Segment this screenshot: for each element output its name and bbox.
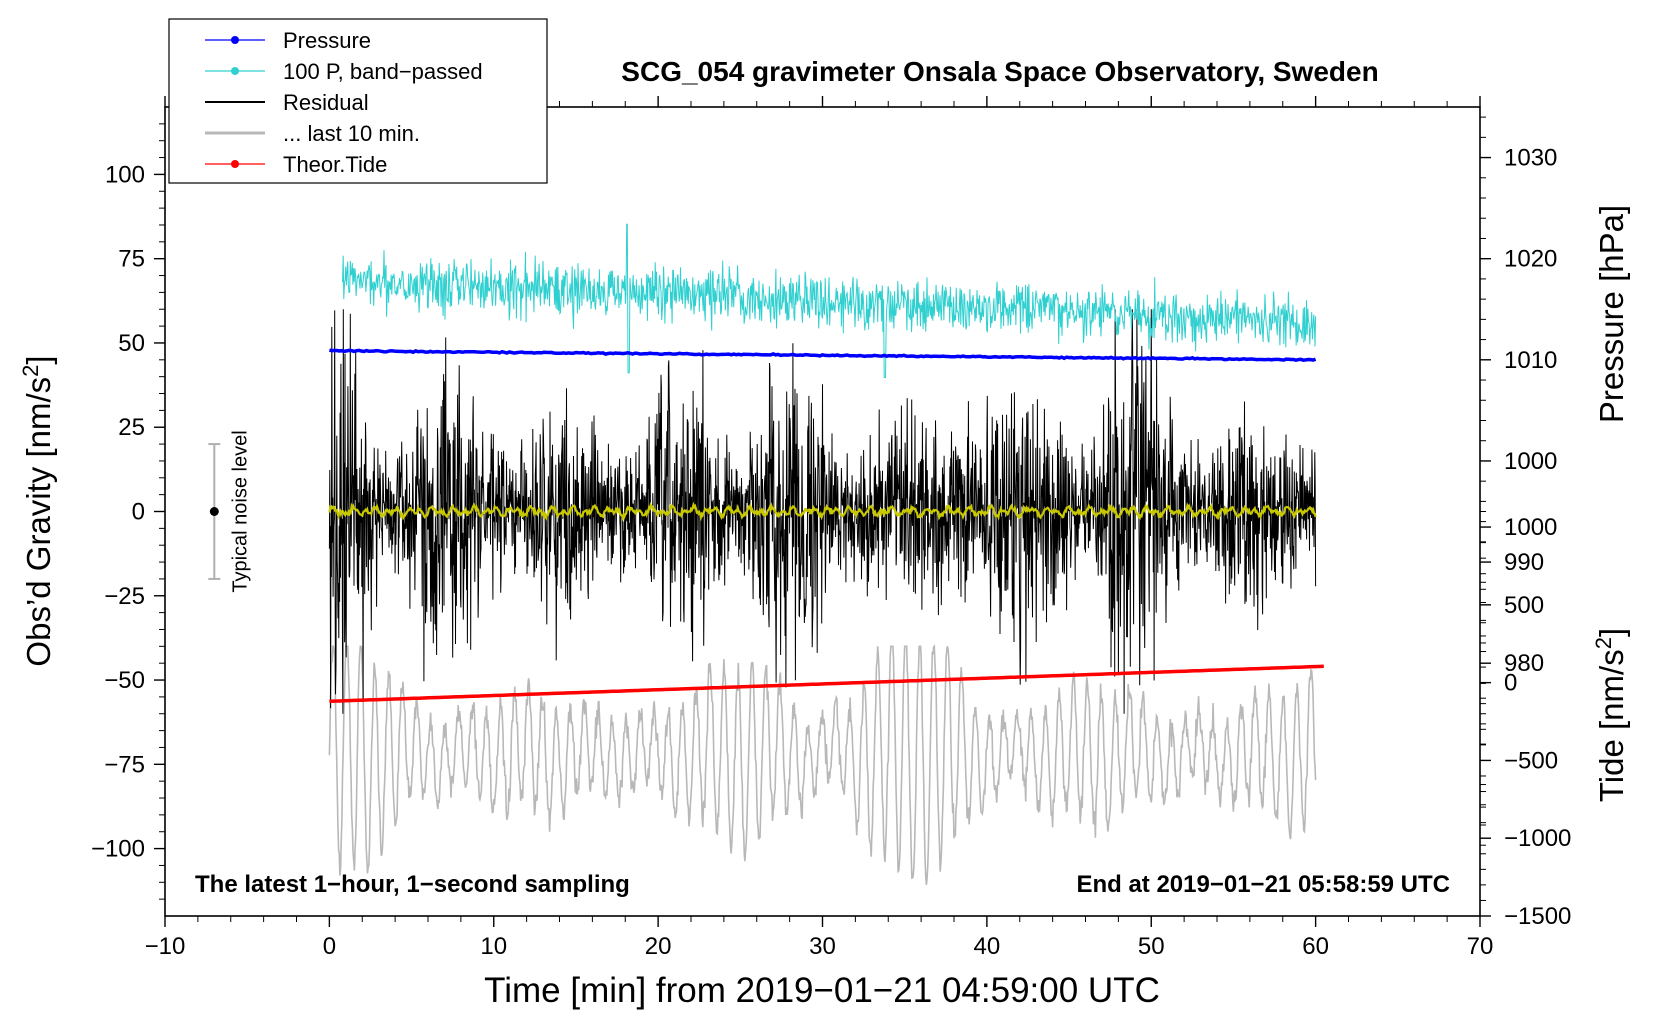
axes-layer: −10 0 10 20 30 40 50 60 70−100−75−50−25025507510… (91, 96, 1571, 960)
y-left-tick-label: −75 (104, 751, 145, 778)
legend-marker-pressure (231, 36, 239, 44)
legend-entry-residual: Residual (205, 90, 369, 115)
y-left-tick-label: 75 (118, 246, 145, 273)
tide-tick-label: −1000 (1504, 825, 1571, 852)
y-left-tick-label: −25 (104, 583, 145, 610)
legend-label-bandpassed: 100 P, band−passed (283, 59, 483, 84)
legend-label-pressure: Pressure (283, 28, 371, 53)
legend-entry-pressure: Pressure (205, 28, 371, 53)
legend-label-residual: Residual (283, 90, 369, 115)
x-tick-label: 70 (1467, 933, 1494, 960)
legend-label-tide: Theor.Tide (283, 152, 387, 177)
tide-tick-label: −1500 (1504, 903, 1571, 930)
legend-marker-bandpassed (231, 67, 239, 75)
y-axis-label-tide: Tide [nm/s2] (1591, 628, 1630, 802)
y-left-tick-label: 100 (105, 161, 145, 188)
tide-tick-label: 1000 (1504, 514, 1557, 541)
noise-level-label: Typical noise level (229, 430, 251, 592)
x-tick-label: 20 (645, 933, 672, 960)
tide-tick-label: −500 (1504, 747, 1558, 774)
legend-entry-last10: ... last 10 min. (205, 121, 420, 146)
y-axis-label-tide-base: Tide [nm/s (1593, 649, 1630, 802)
pressure-tick-label: 990 (1504, 549, 1544, 576)
y-axis-label-gravity-base: Obs’d Gravity [nm/s (20, 377, 57, 667)
y-left-tick-label: −50 (104, 667, 145, 694)
y-axis-label-gravity: Obs’d Gravity [nm/s2] (18, 355, 57, 666)
series-residual (328, 309, 1317, 714)
y-axis-label-gravity-sup: 2 (18, 365, 43, 377)
legend-marker-tide (231, 160, 239, 168)
pressure-tick-label: 1030 (1504, 145, 1557, 172)
x-tick-label: 30 (809, 933, 836, 960)
x-tick-label: 0 (323, 933, 336, 960)
pressure-tick-label: 980 (1504, 650, 1544, 677)
noise-bar-center-dot (209, 507, 219, 516)
x-tick-label: 60 (1302, 933, 1329, 960)
legend-entry-bandpassed: 100 P, band−passed (205, 59, 483, 84)
noise-level-bar: Typical noise level (208, 430, 251, 593)
chart-title: SCG_054 gravimeter Onsala Space Observat… (621, 56, 1378, 87)
y-axis-label-tide-end: ] (1593, 628, 1630, 637)
y-left-tick-label: 50 (118, 330, 145, 357)
tide-tick-label: 500 (1504, 592, 1544, 619)
x-axis-label: Time [min] from 2019−01−21 04:59:00 UTC (484, 971, 1160, 1010)
series-pressure (329, 348, 1317, 363)
series-residual-smoothed (328, 501, 1317, 522)
annotation-end-time: End at 2019−01−21 05:58:59 UTC (1076, 871, 1450, 898)
pressure-tick-label: 1000 (1504, 448, 1557, 475)
pressure-tick-label: 1010 (1504, 347, 1557, 374)
series-pressure-bandpassed (342, 223, 1317, 378)
legend-entry-tide: Theor.Tide (205, 152, 387, 177)
y-axis-label-tide-sup: 2 (1591, 637, 1616, 649)
y-axis-label-gravity-end: ] (20, 355, 57, 364)
y-axis-label-pressure: Pressure [hPa] (1593, 205, 1630, 423)
tide-tick-label: 0 (1504, 670, 1517, 697)
legend-label-last10: ... last 10 min. (283, 121, 420, 146)
legend: Pressure 100 P, band−passed Residual ...… (168, 18, 548, 184)
pressure-tick-label: 1020 (1504, 246, 1557, 273)
series-last-10-min (328, 644, 1317, 885)
x-tick-label: 10 (480, 933, 507, 960)
x-tick-label: 40 (974, 933, 1001, 960)
y-left-tick-label: −100 (91, 836, 145, 863)
annotation-sampling: The latest 1−hour, 1−second sampling (195, 871, 630, 898)
x-tick-label: 50 (1138, 933, 1165, 960)
series-theor-tide (329, 664, 1324, 704)
x-tick-label: −10 (145, 933, 186, 960)
y-left-tick-label: 25 (118, 414, 145, 441)
data-series-layer (328, 223, 1324, 885)
y-left-tick-label: 0 (132, 499, 145, 526)
